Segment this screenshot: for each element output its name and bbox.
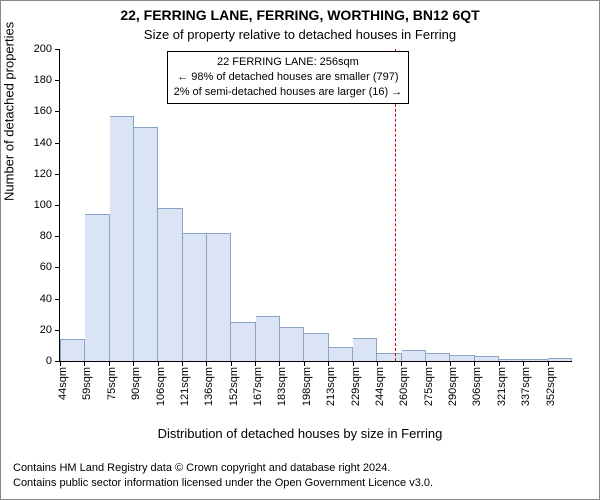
bar bbox=[231, 322, 255, 361]
xtick-mark bbox=[499, 361, 500, 366]
bar bbox=[304, 333, 328, 361]
xtick-label: 121sqm bbox=[179, 367, 191, 406]
bar bbox=[207, 233, 231, 361]
bar bbox=[158, 208, 182, 361]
annotation-line: 2% of semi-detached houses are larger (1… bbox=[174, 85, 403, 100]
bar bbox=[402, 350, 426, 361]
xtick-mark bbox=[426, 361, 427, 366]
chart-subtitle: Size of property relative to detached ho… bbox=[1, 27, 599, 42]
ytick-label: 80 bbox=[40, 230, 60, 242]
xtick-label: 167sqm bbox=[252, 367, 264, 406]
ytick-label: 140 bbox=[34, 137, 60, 149]
xtick-label: 152sqm bbox=[228, 367, 240, 406]
bar bbox=[353, 338, 377, 361]
bar bbox=[134, 127, 158, 361]
xtick-label: 183sqm bbox=[276, 367, 288, 406]
ytick-label: 160 bbox=[34, 105, 60, 117]
xtick-label: 229sqm bbox=[350, 367, 362, 406]
ytick-label: 40 bbox=[40, 293, 60, 305]
xtick-label: 59sqm bbox=[81, 367, 93, 400]
xtick-mark bbox=[377, 361, 378, 366]
xtick-label: 275sqm bbox=[423, 367, 435, 406]
bar bbox=[256, 316, 280, 361]
xtick-label: 244sqm bbox=[374, 367, 386, 406]
xtick-mark bbox=[523, 361, 524, 366]
xtick-label: 90sqm bbox=[130, 367, 142, 400]
bar bbox=[329, 347, 353, 361]
xtick-mark bbox=[231, 361, 232, 366]
ytick-label: 60 bbox=[40, 261, 60, 273]
bar bbox=[499, 359, 523, 361]
ytick-label: 0 bbox=[46, 355, 60, 367]
chart-container: 22, FERRING LANE, FERRING, WORTHING, BN1… bbox=[0, 0, 600, 500]
xtick-label: 44sqm bbox=[57, 367, 69, 400]
ytick-label: 120 bbox=[34, 168, 60, 180]
xtick-mark bbox=[158, 361, 159, 366]
annotation-line: 22 FERRING LANE: 256sqm bbox=[174, 55, 403, 70]
x-axis-label: Distribution of detached houses by size … bbox=[1, 426, 599, 441]
xtick-mark bbox=[450, 361, 451, 366]
annotation-box: 22 FERRING LANE: 256sqm← 98% of detached… bbox=[167, 51, 410, 104]
bar bbox=[523, 359, 547, 361]
ytick-label: 180 bbox=[34, 74, 60, 86]
xtick-mark bbox=[548, 361, 549, 366]
xtick-label: 198sqm bbox=[301, 367, 313, 406]
bar bbox=[85, 214, 109, 361]
y-axis-label: Number of detached properties bbox=[2, 22, 17, 201]
xtick-mark bbox=[84, 361, 85, 366]
footer-line-2: Contains public sector information licen… bbox=[13, 476, 433, 491]
xtick-label: 213sqm bbox=[325, 367, 337, 406]
bar bbox=[377, 353, 401, 361]
xtick-mark bbox=[401, 361, 402, 366]
xtick-mark bbox=[255, 361, 256, 366]
footer-attribution: Contains HM Land Registry data © Crown c… bbox=[13, 461, 433, 491]
bar bbox=[548, 358, 572, 361]
bar bbox=[280, 327, 304, 361]
xtick-label: 306sqm bbox=[471, 367, 483, 406]
ytick-label: 200 bbox=[34, 43, 60, 55]
xtick-label: 352sqm bbox=[545, 367, 557, 406]
annotation-line: ← 98% of detached houses are smaller (79… bbox=[174, 70, 403, 85]
xtick-label: 260sqm bbox=[398, 367, 410, 406]
bar bbox=[110, 116, 134, 361]
bar bbox=[60, 339, 85, 361]
xtick-mark bbox=[353, 361, 354, 366]
xtick-mark bbox=[279, 361, 280, 366]
ytick-label: 100 bbox=[34, 199, 60, 211]
xtick-label: 75sqm bbox=[106, 367, 118, 400]
xtick-label: 290sqm bbox=[447, 367, 459, 406]
bar bbox=[475, 356, 499, 361]
xtick-mark bbox=[182, 361, 183, 366]
bar bbox=[450, 355, 474, 361]
chart-title: 22, FERRING LANE, FERRING, WORTHING, BN1… bbox=[1, 7, 599, 23]
ytick-label: 20 bbox=[40, 324, 60, 336]
footer-line-1: Contains HM Land Registry data © Crown c… bbox=[13, 461, 433, 476]
xtick-label: 337sqm bbox=[520, 367, 532, 406]
bar bbox=[183, 233, 207, 361]
plot-area: 02040608010012014016018020044sqm59sqm75s… bbox=[59, 49, 572, 362]
xtick-mark bbox=[304, 361, 305, 366]
xtick-mark bbox=[60, 361, 61, 366]
xtick-label: 106sqm bbox=[155, 367, 167, 406]
xtick-label: 136sqm bbox=[203, 367, 215, 406]
xtick-mark bbox=[109, 361, 110, 366]
xtick-mark bbox=[474, 361, 475, 366]
bar bbox=[426, 353, 450, 361]
xtick-label: 321sqm bbox=[496, 367, 508, 406]
xtick-mark bbox=[206, 361, 207, 366]
xtick-mark bbox=[133, 361, 134, 366]
xtick-mark bbox=[328, 361, 329, 366]
